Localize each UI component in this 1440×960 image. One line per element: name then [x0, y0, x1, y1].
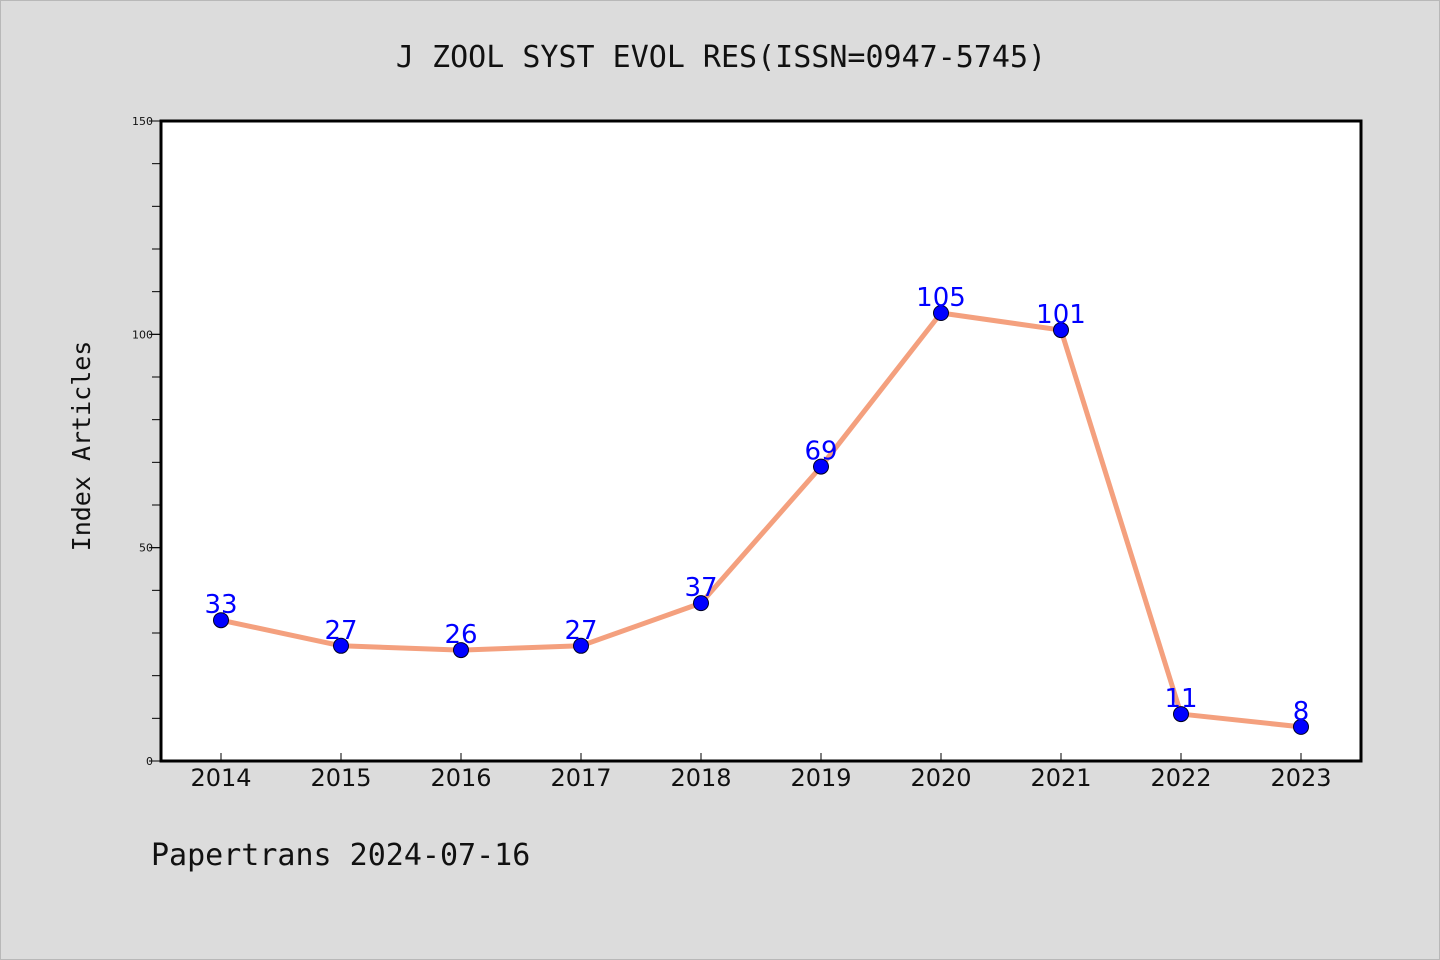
x-tick-label: 2018 [670, 764, 731, 792]
data-point [453, 642, 469, 659]
data-point [333, 637, 349, 654]
x-tick-label: 2016 [430, 764, 491, 792]
x-tick-label: 2017 [550, 764, 611, 792]
data-point [813, 458, 829, 475]
footer-text: Papertrans 2024-07-16 [151, 838, 530, 873]
data-label: 26 [444, 620, 477, 650]
y-tick-label: 0 [146, 755, 153, 768]
plot-frame [159, 119, 1363, 763]
data-label: 27 [564, 616, 597, 646]
data-point [933, 305, 949, 321]
data-label: 101 [1036, 300, 1086, 330]
chart-title: J ZOOL SYST EVOL RES(ISSN=0947-5745) [396, 40, 1046, 75]
data-point [573, 637, 589, 654]
data-label: 27 [324, 616, 357, 646]
data-point [1293, 718, 1309, 735]
series-line [218, 310, 1304, 730]
series-layer: 33 27 26 27 37 69 105 101 11 8 [204, 283, 1310, 735]
x-tick-label: 2020 [910, 764, 971, 792]
x-axis-ticks: 2014 2015 2016 2017 2018 2019 2020 2021 2022 2023 [190, 753, 1332, 792]
data-label: 11 [1164, 684, 1197, 714]
x-tick-label: 2019 [790, 764, 851, 792]
x-tick-label: 2021 [1030, 764, 1091, 792]
data-point [213, 612, 229, 629]
data-point [693, 595, 709, 612]
y-axis-ticks: 0 50 100 150 [132, 115, 161, 768]
data-label: 8 [1293, 697, 1310, 727]
y-tick-label: 50 [139, 542, 153, 555]
y-tick-label: 100 [132, 328, 153, 341]
y-tick-label: 150 [132, 115, 153, 128]
x-tick-label: 2023 [1270, 764, 1331, 792]
data-point [1173, 706, 1189, 723]
x-tick-label: 2015 [310, 764, 371, 792]
x-tick-label: 2014 [190, 764, 251, 792]
plot-area [161, 121, 1361, 761]
data-label: 33 [204, 590, 237, 620]
data-point [1053, 322, 1069, 339]
data-label: 105 [916, 283, 966, 313]
data-label: 37 [684, 573, 717, 603]
x-tick-label: 2022 [1150, 764, 1211, 792]
data-label: 69 [804, 437, 837, 467]
y-axis-label: Index Articles [67, 341, 96, 552]
